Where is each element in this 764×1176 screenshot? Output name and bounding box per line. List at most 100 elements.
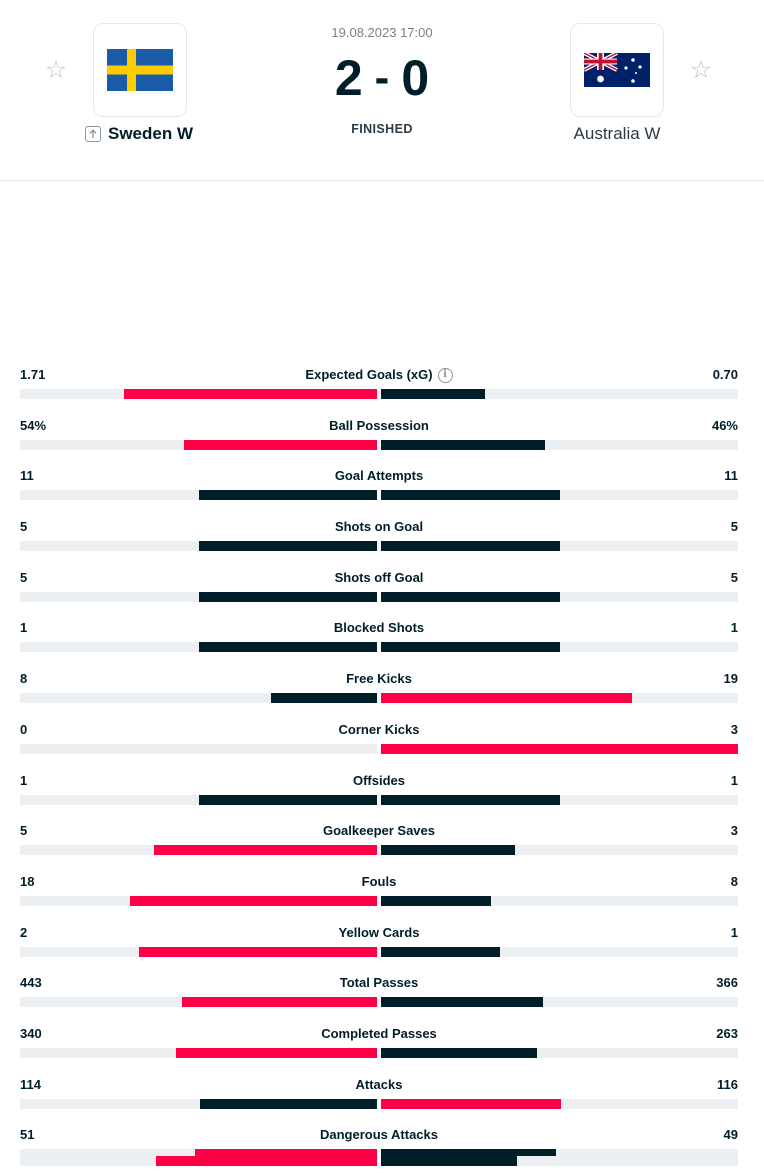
- stat-label-text: Goal Attempts: [334, 468, 424, 484]
- stat-label: Dangerous Attacks: [20, 1126, 738, 1144]
- stat-label: Yellow Cards: [20, 924, 738, 942]
- away-team-logo[interactable]: [570, 23, 664, 117]
- stat-away-value: 1: [730, 772, 738, 788]
- stat-label: Blocked Shots: [20, 619, 738, 637]
- stat-away-bar: [381, 490, 560, 501]
- info-icon[interactable]: i: [437, 367, 453, 383]
- stat-home-value: 443: [20, 975, 42, 991]
- stat-home-value: 114: [20, 1076, 41, 1092]
- stat-away-track: [381, 946, 738, 957]
- stat-row: 8 Free Kicks 19: [20, 668, 738, 719]
- advance-arrow-icon: [85, 126, 101, 142]
- score-separator: -: [374, 53, 390, 102]
- stat-home-value: 0: [20, 721, 28, 737]
- stat-away-value: 19: [723, 671, 738, 687]
- stat-row: 5 Goalkeeper Saves 3: [20, 820, 738, 871]
- stat-home-track: [20, 997, 377, 1008]
- stat-label-text: Shots off Goal: [334, 569, 424, 585]
- stat-home-track: [20, 439, 377, 450]
- stat-label: Expected Goals (xG) i: [20, 366, 738, 384]
- stat-row: 11 Goal Attempts 11: [20, 465, 738, 516]
- stat-label-text: Goalkeeper Saves: [322, 823, 436, 839]
- stat-home-value: 340: [20, 1025, 42, 1041]
- stat-home-bar: [139, 946, 377, 957]
- stat-home-value: 1.71: [20, 367, 46, 382]
- partial-home-bar: [155, 1156, 377, 1166]
- stat-row: 5 Shots on Goal 5: [20, 516, 738, 567]
- stat-home-value: 5: [20, 519, 28, 535]
- stat-row: 5 Shots off Goal 5: [20, 567, 738, 618]
- stat-away-track: [381, 743, 738, 754]
- stat-away-bar: [381, 541, 560, 552]
- stat-label-text: Dangerous Attacks: [320, 1127, 438, 1143]
- stat-label-text: Shots on Goal: [334, 519, 424, 535]
- stat-label: Fouls: [20, 873, 738, 891]
- stat-label-text: Total Passes: [339, 975, 419, 991]
- stat-label: Shots off Goal: [20, 569, 738, 587]
- stat-away-value: 1: [730, 924, 738, 940]
- stat-label: Corner Kicks: [20, 721, 738, 739]
- stat-home-track: [20, 389, 377, 399]
- sweden-flag-icon: [107, 49, 173, 91]
- stat-away-bar: [381, 997, 543, 1008]
- stat-home-track: [20, 1098, 377, 1109]
- stat-label-text: Blocked Shots: [333, 620, 425, 636]
- stat-home-bar: [198, 794, 377, 805]
- stat-away-bar: [381, 591, 560, 602]
- stat-home-bar: [198, 642, 377, 653]
- stat-label: Completed Passes: [20, 1025, 738, 1043]
- stat-away-track: [381, 591, 738, 602]
- stat-away-track: [381, 895, 738, 906]
- stat-home-track: [20, 693, 377, 704]
- stat-home-bar: [129, 895, 377, 906]
- stat-home-track: [20, 1047, 377, 1058]
- stat-home-track: [20, 743, 377, 754]
- stat-home-track: [20, 794, 377, 805]
- stat-row: 0 Corner Kicks 3: [20, 719, 738, 770]
- stat-label: Goal Attempts: [20, 467, 738, 485]
- away-score: 0: [401, 50, 430, 106]
- stat-away-track: [381, 997, 738, 1008]
- stat-label: Free Kicks: [20, 670, 738, 688]
- stat-away-bar: [381, 389, 485, 399]
- statistics-list: 1.71 Expected Goals (xG) i 0.70 54% Ball Poss…: [20, 364, 738, 1175]
- favorite-home-star-icon[interactable]: ☆: [44, 55, 68, 84]
- stat-home-track: [20, 895, 377, 906]
- stat-away-value: 49: [723, 1127, 738, 1143]
- stat-away-value: 5: [730, 569, 738, 585]
- stat-label: Attacks: [20, 1076, 738, 1094]
- stat-away-value: 11: [724, 468, 738, 484]
- stat-away-track: [381, 439, 738, 450]
- stat-away-bar: [381, 693, 633, 704]
- stat-away-bar: [381, 1149, 556, 1160]
- stat-away-track: [381, 1047, 738, 1058]
- stat-home-value: 51: [20, 1127, 35, 1143]
- stat-away-value: 8: [730, 873, 738, 889]
- stat-home-bar: [198, 541, 377, 552]
- stat-away-track: [381, 642, 738, 653]
- partial-away-track: [381, 1156, 738, 1166]
- stat-label-text: Expected Goals (xG): [305, 367, 433, 382]
- australia-flag-icon: [584, 53, 650, 87]
- home-team-logo[interactable]: [93, 23, 187, 117]
- favorite-away-star-icon[interactable]: ☆: [689, 55, 713, 84]
- stat-label: Total Passes: [20, 974, 738, 992]
- stat-home-track: [20, 946, 377, 957]
- stat-away-value: 46%: [711, 417, 738, 433]
- home-team-name[interactable]: Sweden W: [85, 123, 193, 145]
- stat-home-bar: [181, 997, 377, 1008]
- stat-home-track: [20, 642, 377, 653]
- home-team-label: Sweden W: [108, 124, 194, 143]
- match-datetime: 19.08.2023 17:00: [331, 25, 433, 40]
- stat-away-bar: [381, 895, 491, 906]
- away-team-name[interactable]: Australia W: [573, 124, 661, 143]
- stat-away-value: 116: [717, 1076, 738, 1092]
- stat-row: 340 Completed Passes 263: [20, 1023, 738, 1074]
- stat-home-value: 11: [20, 468, 34, 484]
- stat-home-bar: [153, 845, 377, 856]
- stat-away-bar: [381, 642, 560, 653]
- stat-away-value: 1: [730, 620, 738, 636]
- stat-away-value: 5: [730, 519, 738, 535]
- stat-home-bar: [184, 439, 377, 450]
- stat-row: 2 Yellow Cards 1: [20, 922, 738, 973]
